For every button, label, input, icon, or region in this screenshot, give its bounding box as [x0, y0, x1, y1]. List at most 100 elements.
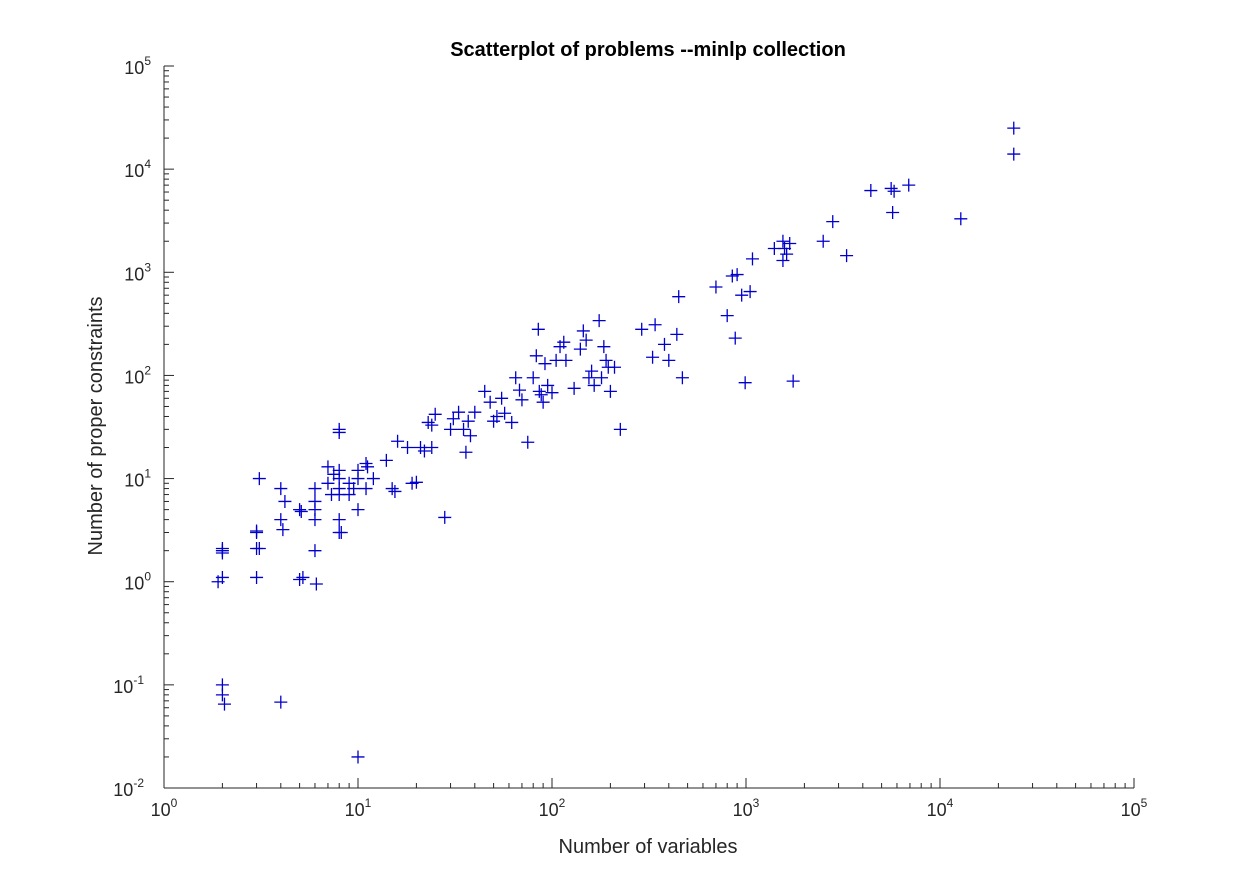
data-point	[738, 376, 752, 390]
plot-axes	[163, 66, 1134, 789]
data-point	[391, 434, 405, 448]
data-points	[211, 121, 1021, 764]
y-tick-label: 10-1	[113, 673, 144, 697]
data-point	[296, 570, 310, 584]
data-point	[461, 414, 475, 428]
data-point	[531, 322, 545, 336]
data-point	[425, 441, 439, 455]
data-point	[385, 482, 399, 496]
data-point	[672, 290, 686, 304]
data-point	[662, 353, 676, 367]
data-point	[401, 441, 415, 455]
data-point	[444, 422, 458, 436]
data-point	[521, 435, 535, 449]
data-point	[388, 484, 402, 498]
data-point	[274, 513, 288, 527]
x-tick-label: 102	[539, 796, 566, 820]
data-point	[595, 371, 609, 385]
data-point	[215, 541, 229, 555]
data-point	[309, 577, 323, 591]
data-point	[709, 280, 723, 294]
data-point	[613, 422, 627, 436]
y-axis-label: Number of proper constraints	[85, 296, 107, 555]
data-point	[478, 384, 492, 398]
data-point	[513, 383, 527, 397]
data-point	[532, 384, 546, 398]
data-point	[334, 526, 348, 540]
data-point	[545, 386, 559, 400]
data-point	[538, 357, 552, 371]
data-point	[728, 331, 742, 345]
data-point	[359, 482, 373, 496]
data-point	[603, 384, 617, 398]
data-point	[573, 342, 587, 356]
y-tick-label: 103	[124, 260, 151, 284]
data-point	[321, 460, 335, 474]
data-point	[250, 524, 264, 538]
data-point	[347, 482, 361, 496]
y-tick-label: 100	[124, 570, 151, 594]
data-point	[293, 503, 307, 517]
y-tick-label: 102	[124, 363, 151, 387]
y-tick-label: 104	[124, 157, 151, 181]
data-point	[646, 350, 660, 364]
data-point	[351, 472, 365, 486]
data-point	[446, 412, 460, 426]
data-point	[884, 181, 898, 195]
data-point	[720, 309, 734, 323]
data-point	[425, 418, 439, 432]
data-point	[332, 425, 346, 439]
data-point	[361, 460, 375, 474]
y-tick-label: 10-2	[113, 776, 144, 800]
data-point	[675, 371, 689, 385]
data-point	[783, 237, 797, 251]
data-point	[308, 513, 322, 527]
data-point	[567, 381, 581, 395]
data-point	[886, 205, 900, 219]
data-point	[826, 215, 840, 229]
data-point	[495, 391, 509, 405]
data-point	[559, 353, 573, 367]
x-tick-label: 100	[151, 796, 178, 820]
data-point	[599, 353, 613, 367]
data-point	[332, 513, 346, 527]
data-point	[293, 573, 307, 587]
y-axis-ticks: 10-2 10-1 100 101 102 103 104 105	[113, 54, 174, 800]
data-point	[498, 406, 512, 420]
data-point	[608, 360, 622, 374]
data-point	[459, 445, 473, 459]
data-point	[252, 472, 266, 486]
data-point	[215, 688, 229, 702]
data-point	[211, 575, 225, 589]
data-point	[359, 456, 373, 470]
data-point	[351, 503, 365, 517]
x-tick-label: 103	[733, 796, 760, 820]
data-point	[278, 494, 292, 508]
data-point	[635, 322, 649, 336]
data-point	[579, 333, 593, 347]
data-point	[864, 184, 878, 198]
data-point	[730, 268, 744, 282]
x-axis-label: Number of variables	[559, 836, 738, 858]
data-point	[438, 510, 452, 524]
data-point	[463, 429, 477, 443]
data-point	[576, 324, 590, 338]
data-point	[587, 378, 601, 392]
data-point	[217, 697, 231, 711]
data-point	[276, 523, 290, 537]
data-point	[483, 395, 497, 409]
data-point	[515, 393, 529, 407]
data-point	[840, 249, 854, 263]
data-point	[490, 409, 504, 423]
data-point	[505, 415, 519, 429]
data-point	[557, 335, 571, 349]
data-point	[526, 371, 540, 385]
data-point	[670, 327, 684, 341]
x-tick-label: 105	[1121, 796, 1148, 820]
data-point	[902, 178, 916, 192]
data-point	[776, 234, 790, 248]
data-point	[1007, 147, 1021, 161]
data-point	[529, 349, 543, 363]
